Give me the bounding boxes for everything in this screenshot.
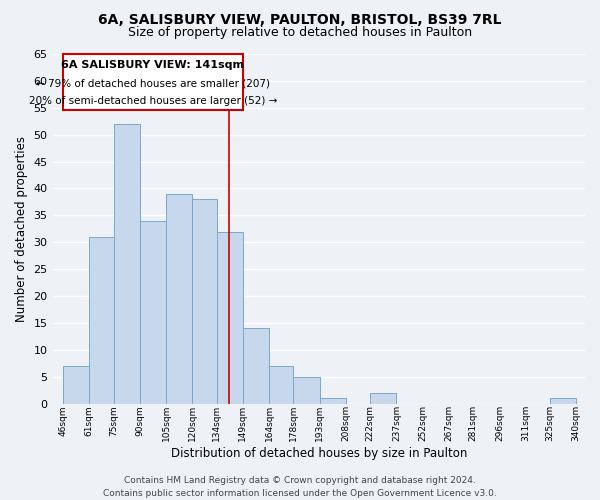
Text: Contains HM Land Registry data © Crown copyright and database right 2024.
Contai: Contains HM Land Registry data © Crown c… xyxy=(103,476,497,498)
Bar xyxy=(113,124,140,404)
Bar xyxy=(217,232,243,404)
Text: 20% of semi-detached houses are larger (52) →: 20% of semi-detached houses are larger (… xyxy=(29,96,277,106)
Bar xyxy=(89,237,113,404)
Bar xyxy=(293,377,320,404)
Bar xyxy=(320,398,346,404)
Text: 6A, SALISBURY VIEW, PAULTON, BRISTOL, BS39 7RL: 6A, SALISBURY VIEW, PAULTON, BRISTOL, BS… xyxy=(98,12,502,26)
Y-axis label: Number of detached properties: Number of detached properties xyxy=(15,136,28,322)
Bar xyxy=(269,366,293,404)
Bar xyxy=(166,194,192,404)
Bar xyxy=(243,328,269,404)
Bar xyxy=(140,221,166,404)
FancyBboxPatch shape xyxy=(63,54,243,110)
Text: ← 79% of detached houses are smaller (207): ← 79% of detached houses are smaller (20… xyxy=(36,78,270,88)
Text: 6A SALISBURY VIEW: 141sqm: 6A SALISBURY VIEW: 141sqm xyxy=(61,60,244,70)
X-axis label: Distribution of detached houses by size in Paulton: Distribution of detached houses by size … xyxy=(170,447,467,460)
Bar xyxy=(192,200,217,404)
Bar xyxy=(370,393,397,404)
Text: Size of property relative to detached houses in Paulton: Size of property relative to detached ho… xyxy=(128,26,472,39)
Bar xyxy=(63,366,89,404)
Bar xyxy=(550,398,576,404)
